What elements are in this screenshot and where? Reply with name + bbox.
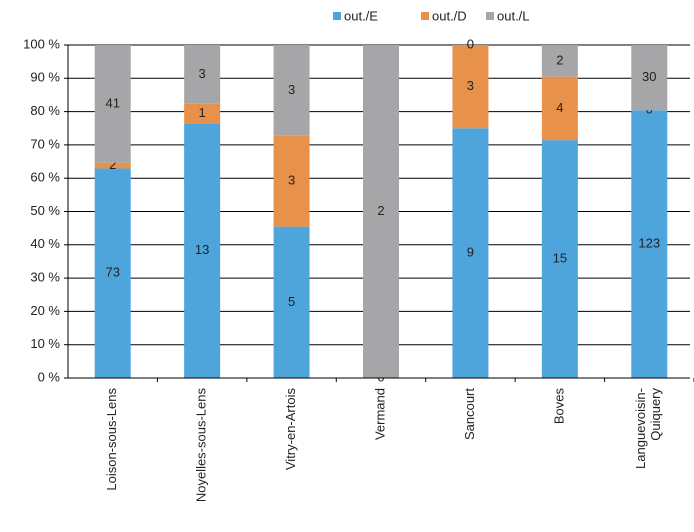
- data-label: 15: [553, 251, 567, 266]
- y-tick-label: 20 %: [30, 303, 60, 318]
- data-label: 2: [377, 203, 384, 218]
- bar-segment: [273, 135, 310, 227]
- legend-label: out./L: [497, 8, 530, 23]
- data-label: 3: [288, 173, 295, 188]
- bar-segment: [631, 110, 668, 378]
- bar-segment: [184, 103, 221, 124]
- data-label: 0: [467, 36, 474, 51]
- data-label: 4: [556, 100, 563, 115]
- bar-segment: [94, 45, 131, 163]
- x-tick-label: Languevoisin-Quiquery: [633, 388, 663, 469]
- bar-segment: [184, 123, 221, 379]
- legend-swatch: [486, 12, 494, 20]
- x-tick-label: Sancourt: [462, 388, 477, 440]
- data-label: 123: [638, 236, 660, 251]
- x-tick-label-line: Quiquery: [648, 388, 663, 441]
- legend-label: out./D: [432, 8, 467, 23]
- y-tick-label: 0 %: [38, 369, 61, 384]
- x-tick-label: Vitry-en-Artois: [283, 388, 298, 471]
- x-tick-label: Noyelles-sous-Lens: [194, 388, 209, 503]
- bar-segment: [541, 76, 578, 141]
- data-label: 2: [556, 52, 563, 67]
- x-tick-label: Loison-sous-Lens: [104, 388, 119, 491]
- x-tick-label-line: Languevoisin-: [633, 388, 648, 469]
- data-label: 9: [467, 245, 474, 260]
- bar-segment: [94, 162, 131, 169]
- data-label: 73: [105, 265, 119, 280]
- y-tick-label: 90 %: [30, 70, 60, 85]
- data-label: 13: [195, 242, 209, 257]
- data-label: 41: [105, 95, 119, 110]
- y-tick-label: 70 %: [30, 136, 60, 151]
- y-tick-label: 30 %: [30, 270, 60, 285]
- data-label: 3: [288, 82, 295, 97]
- bar-segment: [631, 45, 668, 111]
- data-label: 30: [642, 69, 656, 84]
- data-label: 1: [199, 105, 206, 120]
- bar-segment: [94, 168, 131, 378]
- y-tick-label: 40 %: [30, 236, 60, 251]
- bar-segment: [541, 140, 578, 378]
- y-tick-label: 100 %: [23, 36, 60, 51]
- bar-segment: [452, 45, 489, 129]
- y-tick-label: 80 %: [30, 103, 60, 118]
- y-tick-label: 10 %: [30, 336, 60, 351]
- data-label: 5: [288, 294, 295, 309]
- legend-label: out./E: [344, 8, 378, 23]
- data-label: 3: [199, 66, 206, 81]
- x-tick-label: Boves: [551, 388, 566, 425]
- y-tick-label: 60 %: [30, 170, 60, 185]
- bar-segment: [541, 45, 578, 77]
- bar-segment: [273, 45, 310, 136]
- x-tick-label: Vermand: [372, 388, 387, 440]
- bar-segment: [273, 226, 310, 378]
- legend-swatch: [421, 12, 429, 20]
- data-label: 2: [109, 157, 116, 172]
- legend-swatch: [333, 12, 341, 20]
- bar-segment: [184, 45, 221, 104]
- bar-segment: [363, 45, 399, 378]
- y-tick-label: 50 %: [30, 203, 60, 218]
- data-label: 3: [467, 78, 474, 93]
- bar-segment: [452, 128, 489, 378]
